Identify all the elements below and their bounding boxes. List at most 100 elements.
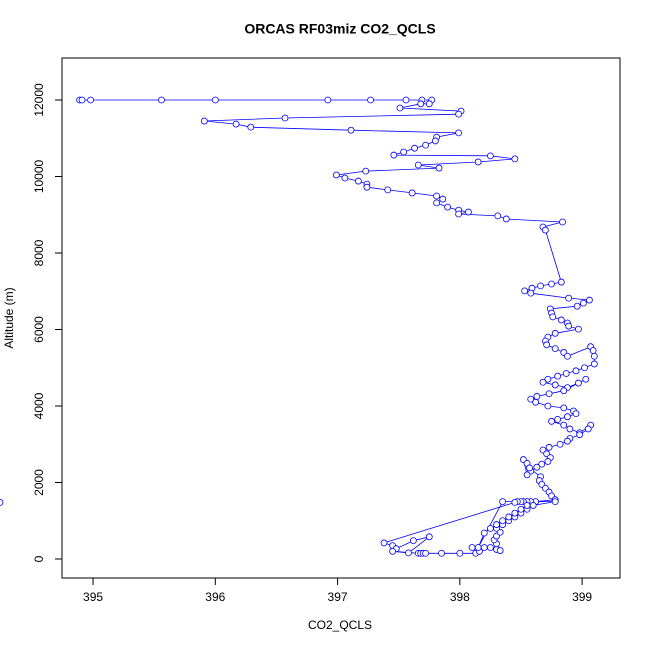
y-tick-label: 8000 [32,239,46,266]
data-point [560,404,568,412]
data-point [564,352,571,360]
data-point [341,174,349,182]
data-point [455,210,463,218]
data-point [232,120,240,128]
data-point [487,524,494,532]
y-tick-label: 4000 [32,392,46,419]
data-point [544,458,552,465]
data-point [444,203,452,211]
data-point [511,509,519,517]
x-tick-label: 397 [328,590,348,604]
data-point [494,212,502,220]
data-point [526,464,533,472]
data-point [480,529,488,537]
data-point [417,100,425,108]
data-point [560,421,568,429]
data-point [523,471,531,479]
data-point [565,294,573,302]
x-tick-label: 399 [572,590,592,604]
data-point [433,192,441,200]
data-point [523,502,531,509]
data-point [480,544,488,551]
data-point [537,282,544,290]
data-line [79,99,595,554]
data-point [435,164,443,172]
data-point [543,341,551,349]
data-point [545,390,553,398]
data-point [560,387,568,395]
data-point [548,417,555,425]
data-point [529,502,537,509]
data-point [200,117,208,125]
data-point [474,158,482,166]
data-point [425,100,433,108]
y-tick-label: 0 [32,555,46,562]
data-point [538,460,546,468]
data-point [556,440,564,448]
data-point [572,367,580,375]
data-point [390,151,398,159]
data-point [572,410,580,418]
x-tick-label: 396 [205,590,225,604]
data-point [557,316,565,324]
data-point [468,544,476,551]
data-point [551,329,559,337]
data-point [564,413,571,421]
data-point [414,161,422,169]
data-point [539,378,547,386]
data-point [402,96,410,104]
data-point [493,521,500,528]
data-point [408,189,416,197]
y-tick-label: 10000 [32,159,46,193]
data-point [439,195,447,203]
data-point [456,549,464,557]
x-axis-label: CO2_QCLS [308,618,372,632]
data-point [411,144,419,152]
data-point [362,167,370,175]
data-point [564,437,571,445]
y-tick-label: 6000 [32,316,46,343]
data-point [565,322,573,330]
data-point [389,547,396,555]
data-point [544,375,552,383]
data-point [496,547,504,554]
data-point [521,287,529,295]
data-point [562,370,570,377]
data-point [548,280,555,288]
data-point [527,289,535,297]
data-point [554,415,562,423]
data-point [575,379,582,387]
data-point [158,96,165,104]
data-point [575,325,582,333]
data-point [551,498,559,506]
data-point [211,96,219,104]
data-point [517,505,525,513]
data-point [579,299,587,307]
data-point [281,114,289,122]
data-point [396,104,404,112]
data-point [405,549,412,557]
data-point [511,155,519,163]
data-point [384,186,392,194]
plot-frame [61,57,621,579]
data-point [487,152,494,160]
data-point [499,498,507,506]
data-point [586,296,593,304]
data-point [559,218,566,226]
data-point [545,443,553,451]
data-point [332,171,340,179]
data-point [431,137,439,145]
data-point [554,372,562,380]
data-point [438,549,445,557]
data-point [87,96,95,104]
data-point [455,129,463,137]
data-point [400,148,407,156]
data-point [573,302,581,310]
data-point [551,381,559,389]
data-point [589,347,597,354]
data-point [584,425,592,433]
data-point [363,183,371,191]
data-point [0,498,4,506]
data-point [532,398,540,406]
